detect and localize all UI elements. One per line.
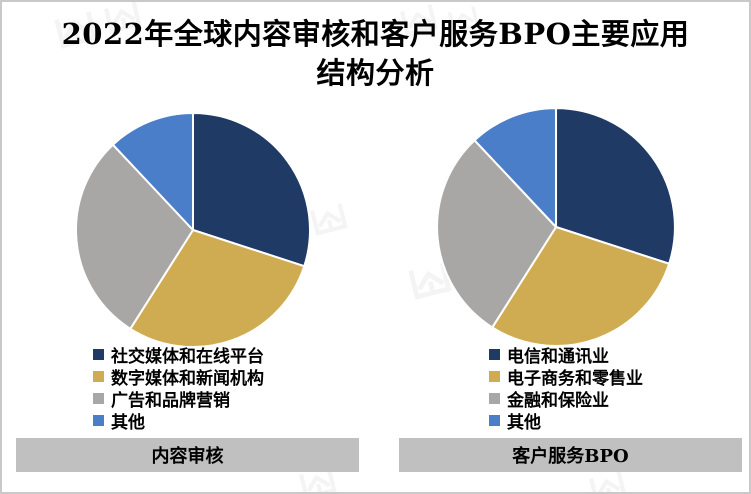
legend-customer-service-bpo: 电信和通讯业 电子商务和零售业 金融和保险业 其他 [489,344,643,433]
category-bar-customer-service-bpo: 客户服务BPO [399,438,742,472]
legend-swatch-navy [93,348,104,360]
legend-label: 数字媒体和新闻机构 [111,368,264,389]
legend-swatch-gold [93,370,104,382]
pie-slice [554,107,676,265]
legend-item: 金融和保险业 [489,388,643,411]
legend-label: 广告和品牌营销 [111,390,230,411]
category-bar-label: 客户服务BPO [512,446,629,467]
legend-item: 其他 [93,410,264,433]
legend-swatch-navy [489,348,500,360]
chart-title-line1: 2022年全球内容审核和客户服务BPO主要应用 [61,17,690,51]
pie-slice [473,107,558,229]
pie-slice [129,229,306,348]
pie-slice [192,112,311,268]
legend-swatch-blue [489,414,500,426]
chart-title-line2: 结构分析 [316,56,435,90]
pie-chart-customer-service-bpo [436,107,676,347]
legend-label: 电信和通讯业 [507,346,609,367]
chart-title: 2022年全球内容审核和客户服务BPO主要应用 结构分析 [2,15,749,93]
legend-item: 广告和品牌营销 [93,388,264,411]
legend-swatch-blue [93,414,104,426]
legend-item: 其他 [489,410,643,433]
pie-slice [436,139,558,329]
pie-slice [491,225,671,347]
legend-label: 社交媒体和在线平台 [111,346,264,367]
legend-label: 其他 [111,412,145,433]
legend-label: 其他 [507,412,541,433]
legend-label: 金融和保险业 [507,390,609,411]
legend-item: 数字媒体和新闻机构 [93,366,264,389]
category-bar-content-review: 内容审核 [16,438,359,472]
legend-label: 电子商务和零售业 [507,368,643,389]
legend-swatch-gold [489,370,500,382]
legend-swatch-gray [489,392,500,404]
legend-swatch-gray [93,392,104,404]
legend-item: 电信和通讯业 [489,344,643,367]
legend-item: 社交媒体和在线平台 [93,344,264,367]
pie-chart-content-review [75,112,311,348]
legend-content-review: 社交媒体和在线平台 数字媒体和新闻机构 广告和品牌营销 其他 [93,344,264,433]
pie-slice [75,143,194,330]
pie-slice [111,112,194,231]
category-bar-label: 内容审核 [151,446,224,467]
legend-item: 电子商务和零售业 [489,366,643,389]
